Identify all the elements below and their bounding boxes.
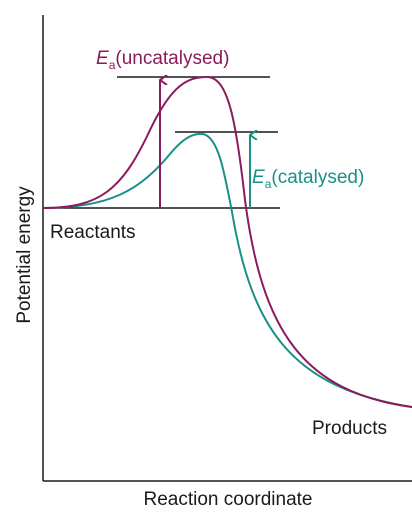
symbol: E bbox=[252, 167, 265, 188]
products-label: Products bbox=[312, 418, 387, 439]
uncatalysed-curve bbox=[42, 75, 412, 408]
symbol: E bbox=[96, 48, 109, 69]
subscript: a bbox=[265, 177, 272, 191]
text: (uncatalysed) bbox=[115, 48, 229, 69]
catalysed-label: Ea(catalysed) bbox=[252, 167, 364, 191]
y-axis-label: Potential energy bbox=[14, 186, 35, 324]
reactants-label: Reactants bbox=[50, 222, 136, 243]
uncatalysed-label: Ea(uncatalysed) bbox=[96, 48, 229, 72]
subscript: a bbox=[109, 58, 116, 72]
x-axis-label: Reaction coordinate bbox=[144, 489, 313, 510]
catalysed-curve bbox=[42, 132, 412, 408]
text: (catalysed) bbox=[271, 167, 364, 188]
